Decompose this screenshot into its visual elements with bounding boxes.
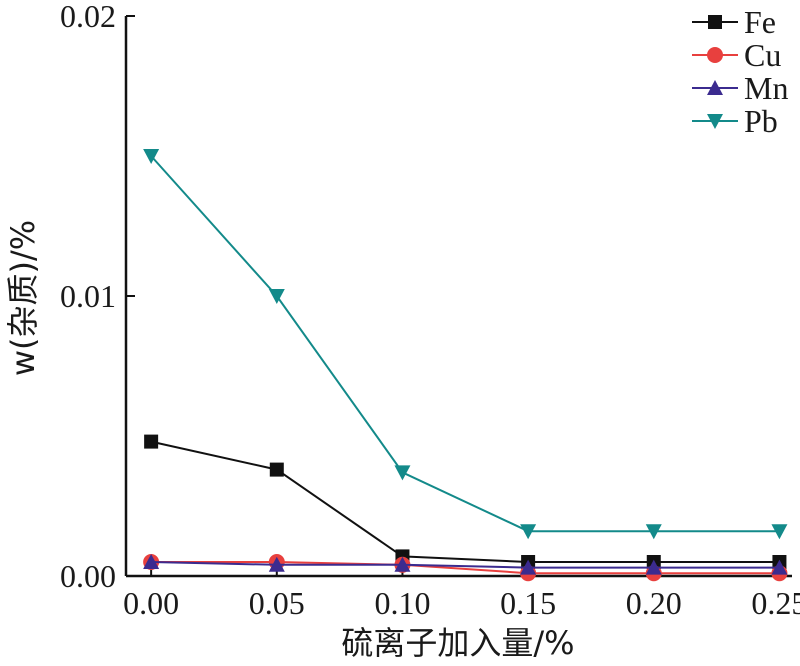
legend-item-mn: Mn [692, 70, 788, 106]
y-tick-label: 0.01 [60, 278, 116, 314]
x-tick-label: 0.00 [123, 585, 179, 621]
legend-label-mn: Mn [744, 70, 788, 106]
legend-item-pb: Pb [692, 103, 778, 139]
series-line-pb [150, 155, 780, 533]
data-point-mn [520, 559, 537, 575]
series-layer [143, 149, 788, 582]
ticks: 0.00 0.05 0.10 0.15 0.20 0.25 0.00 0.01 0.02 [60, 0, 800, 621]
legend-label-fe: Fe [744, 4, 776, 40]
x-tick-label: 0.05 [249, 585, 305, 621]
series-mn [143, 554, 788, 575]
data-point-pb [771, 524, 788, 540]
x-axis-title: 硫离子加入量/% [341, 624, 574, 662]
series-line-fe [150, 440, 780, 563]
legend-marker-mn [707, 80, 723, 95]
data-point-pb [268, 289, 285, 304]
data-point-fe [269, 462, 284, 477]
series-line-cu [151, 561, 780, 575]
legend-marker-pb [707, 114, 723, 129]
data-point-mn [771, 559, 788, 575]
data-point-mn [143, 554, 160, 569]
legend-item-cu: Cu [692, 37, 781, 73]
data-point-mn [645, 559, 662, 575]
legend-label-pb: Pb [744, 103, 778, 139]
legend-label-cu: Cu [744, 37, 781, 73]
x-tick-label: 0.20 [626, 585, 682, 621]
y-tick-label: 0.02 [60, 0, 116, 34]
data-point-pb [143, 149, 160, 164]
legend-item-fe: Fe [692, 4, 776, 40]
series-line-mn [151, 561, 780, 569]
data-point-mn [394, 556, 411, 572]
legend-marker-fe [708, 15, 722, 29]
y-tick-label: 0.00 [60, 558, 116, 594]
series-pb [143, 149, 788, 540]
data-point-pb [520, 524, 537, 540]
data-point-fe [144, 434, 159, 449]
y-axis-title: w(杂质)/% [4, 220, 42, 376]
data-point-pb [394, 465, 411, 481]
series-fe [144, 434, 787, 569]
legend-marker-cu [707, 47, 723, 63]
x-tick-label: 0.15 [500, 585, 556, 621]
x-tick-label: 0.10 [374, 585, 430, 621]
data-point-mn [268, 556, 285, 572]
x-tick-label: 0.25 [751, 585, 800, 621]
data-point-pb [645, 524, 662, 540]
axes [124, 16, 792, 578]
